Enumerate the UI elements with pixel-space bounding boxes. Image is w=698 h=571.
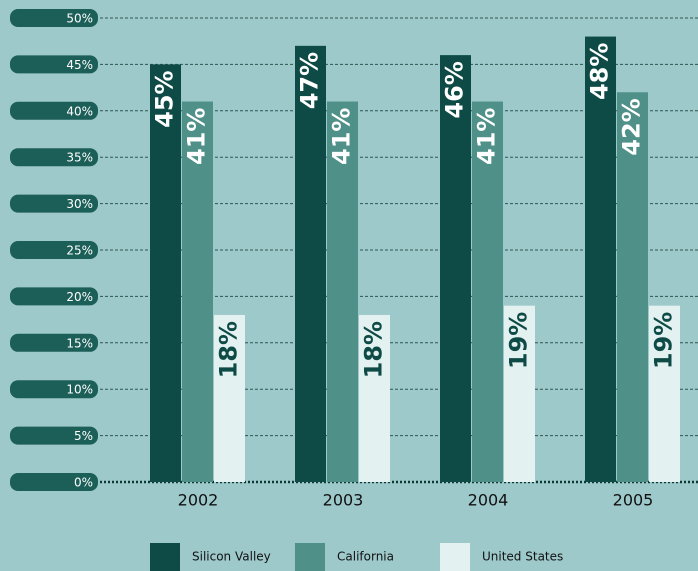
legend-swatch xyxy=(295,543,325,571)
y-tick-label: 30% xyxy=(66,197,93,211)
value-label: 19% xyxy=(650,312,678,369)
bar xyxy=(585,36,616,483)
bar xyxy=(182,101,213,483)
y-tick-pill xyxy=(10,241,98,259)
y-tick-label: 35% xyxy=(66,151,93,165)
bar xyxy=(649,305,680,482)
x-tick-label: 2002 xyxy=(178,491,219,510)
value-label: 41% xyxy=(328,108,356,165)
value-label: 18% xyxy=(215,321,243,378)
y-tick-pill xyxy=(10,380,98,399)
y-tick-pill xyxy=(10,333,98,352)
y-tick-label: 20% xyxy=(66,290,93,304)
y-tick-label: 50% xyxy=(66,12,93,26)
x-tick-label: 2004 xyxy=(468,491,509,510)
value-label: 41% xyxy=(473,108,501,165)
y-tick-label: 10% xyxy=(66,383,93,397)
y-tick-label: 25% xyxy=(66,244,93,258)
legend-swatch xyxy=(440,543,470,571)
y-tick-pill xyxy=(10,9,98,27)
y-tick-label: 5% xyxy=(74,429,93,443)
value-label: 46% xyxy=(441,61,469,118)
bar xyxy=(472,101,503,483)
y-tick-label: 40% xyxy=(66,104,93,118)
value-label: 42% xyxy=(618,98,646,155)
legend-label: Silicon Valley xyxy=(192,550,271,564)
value-label: 48% xyxy=(586,43,614,100)
y-tick-pill xyxy=(10,148,98,167)
x-tick-label: 2005 xyxy=(613,491,654,510)
bar xyxy=(440,55,471,483)
x-tick-label: 2003 xyxy=(323,491,364,510)
bar xyxy=(150,64,181,483)
y-tick-pill xyxy=(10,101,98,120)
bar xyxy=(359,314,390,482)
y-tick-label: 15% xyxy=(66,336,93,350)
y-tick-pill xyxy=(10,55,98,74)
value-label: 47% xyxy=(296,52,324,109)
bar xyxy=(504,305,535,482)
y-tick-label: 0% xyxy=(74,476,93,490)
y-tick-pill xyxy=(10,473,98,491)
legend-swatch xyxy=(150,543,180,571)
bar xyxy=(295,45,326,483)
y-tick-pill xyxy=(10,287,98,306)
legend-label: California xyxy=(337,550,394,564)
y-tick-pill xyxy=(10,426,98,445)
value-label: 18% xyxy=(360,321,388,378)
bar xyxy=(617,92,648,483)
value-label: 41% xyxy=(183,108,211,165)
bar xyxy=(327,101,358,483)
y-tick-pill xyxy=(10,194,98,213)
legend-label: United States xyxy=(482,550,563,564)
y-tick-label: 45% xyxy=(66,58,93,72)
bar xyxy=(214,314,245,482)
value-label: 19% xyxy=(505,312,533,369)
value-label: 45% xyxy=(151,70,179,127)
